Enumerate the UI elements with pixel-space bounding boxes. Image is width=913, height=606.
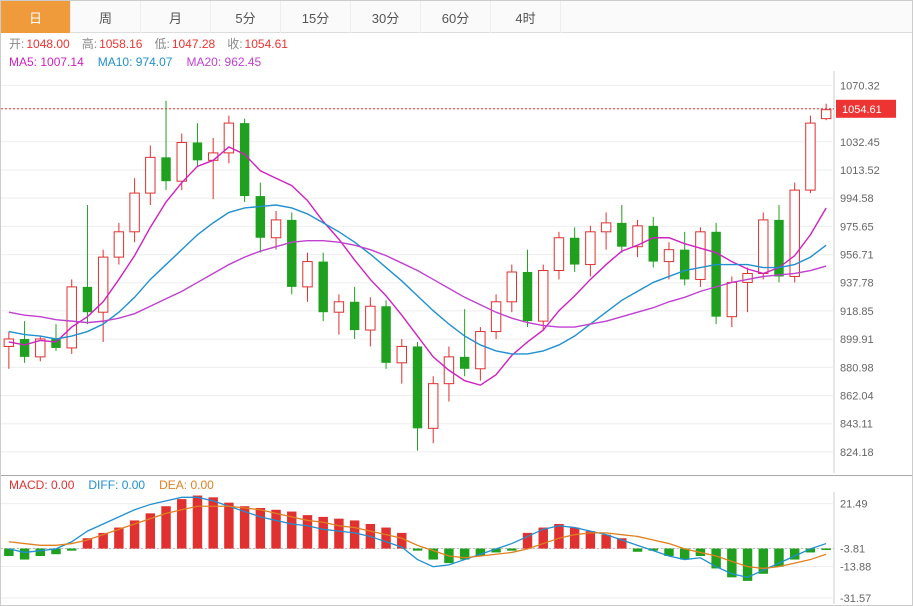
diff-label: DIFF: [88,478,118,492]
tab-月[interactable]: 月 [141,1,211,33]
svg-text:21.49: 21.49 [840,499,868,511]
macd-legend-row: MACD: 0.00 DIFF: 0.00 DEA: 0.00 [9,478,214,492]
svg-text:975.65: 975.65 [840,221,874,233]
tab-60分[interactable]: 60分 [421,1,491,33]
ma20-label: MA20: [186,55,221,69]
timeframe-tabs: 日周月5分15分30分60分4时 [1,1,912,33]
svg-text:-13.88: -13.88 [840,561,871,573]
svg-text:1054.61: 1054.61 [842,104,882,116]
svg-text:843.11: 843.11 [840,419,873,431]
tab-15分[interactable]: 15分 [281,1,351,33]
svg-text:1013.52: 1013.52 [840,165,880,177]
high-label: 高: [82,37,97,51]
svg-text:824.18: 824.18 [840,447,874,459]
low-value: 1047.28 [172,37,215,51]
ma10-value: 974.07 [136,55,173,69]
ma20-value: 962.45 [225,55,262,69]
svg-text:1032.45: 1032.45 [840,137,880,149]
macd-panel[interactable]: MACD: 0.00 DIFF: 0.00 DEA: 0.00 21.49 -3.… [1,475,912,605]
svg-text:937.78: 937.78 [840,278,874,290]
macd-value: 0.00 [51,478,74,492]
open-value: 1048.00 [26,37,69,51]
tab-周[interactable]: 周 [71,1,141,33]
ma10-label: MA10: [98,55,133,69]
svg-text:918.85: 918.85 [840,306,874,318]
ma-legend-row: MA5: 1007.14 MA10: 974.07 MA20: 962.45 [1,53,912,71]
macd-label: MACD: [9,478,48,492]
dea-value: 0.00 [190,478,213,492]
svg-text:880.98: 880.98 [840,362,874,374]
tab-5分[interactable]: 5分 [211,1,281,33]
close-value: 1054.61 [245,37,288,51]
tab-4时[interactable]: 4时 [491,1,561,33]
low-label: 低: [154,37,169,51]
tab-日[interactable]: 日 [1,1,71,33]
diff-value: 0.00 [122,478,145,492]
ohlc-row: 开:1048.00 高:1058.16 低:1047.28 收:1054.61 [1,33,912,53]
ma5-label: MA5: [9,55,37,69]
tab-30分[interactable]: 30分 [351,1,421,33]
dea-label: DEA: [159,478,187,492]
svg-text:994.58: 994.58 [840,193,874,205]
svg-text:862.04: 862.04 [840,391,874,403]
svg-text:1070.32: 1070.32 [840,80,880,92]
main-chart-panel[interactable]: 824.18 843.11 862.04 880.98 899.91 918.85 937.… [1,71,912,475]
svg-text:899.91: 899.91 [840,334,874,346]
high-value: 1058.16 [99,37,142,51]
svg-text:-31.57: -31.57 [840,593,871,605]
close-label: 收: [227,37,242,51]
svg-text:-3.81: -3.81 [840,544,865,556]
ma5-value: 1007.14 [40,55,83,69]
svg-text:956.71: 956.71 [840,250,874,262]
chart-container: 日周月5分15分30分60分4时 开:1048.00 高:1058.16 低:1… [0,0,913,606]
open-label: 开: [9,37,24,51]
